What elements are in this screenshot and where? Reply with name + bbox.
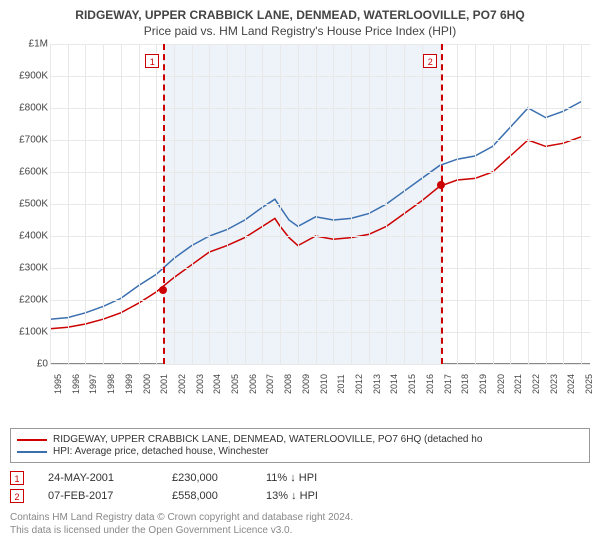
- sale-marker-line: [163, 44, 165, 364]
- sale-price: £558,000: [172, 490, 242, 502]
- legend: RIDGEWAY, UPPER CRABBICK LANE, DENMEAD, …: [10, 428, 590, 463]
- y-axis-labels: £0£100K£200K£300K£400K£500K£600K£700K£80…: [10, 44, 50, 364]
- plot-area: 12: [50, 44, 590, 364]
- x-tick-label: 2013: [372, 374, 382, 394]
- x-tick-label: 2010: [319, 374, 329, 394]
- sale-marker-box: 2: [423, 54, 437, 68]
- x-tick-label: 2005: [230, 374, 240, 394]
- sale-marker-box: 1: [145, 54, 159, 68]
- title-line-1: RIDGEWAY, UPPER CRABBICK LANE, DENMEAD, …: [10, 8, 590, 22]
- sale-row: 2 07-FEB-2017 £558,000 13% ↓ HPI: [10, 489, 590, 503]
- x-tick-label: 2004: [212, 374, 222, 394]
- title-line-2: Price paid vs. HM Land Registry's House …: [10, 24, 590, 38]
- footer-line-1: Contains HM Land Registry data © Crown c…: [10, 511, 590, 524]
- legend-swatch: [17, 451, 47, 453]
- x-tick-label: 2017: [443, 374, 453, 394]
- y-tick-label: £700K: [19, 135, 48, 146]
- sales-list: 1 24-MAY-2001 £230,000 11% ↓ HPI 2 07-FEB-201…: [10, 471, 590, 503]
- y-tick-label: £0: [37, 359, 48, 370]
- y-tick-label: £500K: [19, 199, 48, 210]
- sale-price: £230,000: [172, 472, 242, 484]
- x-tick-label: 1997: [88, 374, 98, 394]
- chart-area: £0 £100K £200K £300K £400K £500K £600K £700K £80…: [10, 44, 590, 404]
- x-tick-label: 2025: [584, 374, 594, 394]
- x-tick-label: 2007: [265, 374, 275, 394]
- legend-swatch: [17, 439, 47, 441]
- legend-label: HPI: Average price, detached house, Winc…: [53, 446, 269, 457]
- legend-row: RIDGEWAY, UPPER CRABBICK LANE, DENMEAD, …: [17, 434, 583, 445]
- footer: Contains HM Land Registry data © Crown c…: [10, 511, 590, 537]
- x-tick-label: 2021: [513, 374, 523, 394]
- sale-date: 07-FEB-2017: [48, 490, 148, 502]
- sale-dot: [159, 286, 167, 294]
- sale-number-box: 1: [10, 471, 24, 485]
- y-tick-label: £400K: [19, 231, 48, 242]
- x-tick-label: 2003: [195, 374, 205, 394]
- legend-label: RIDGEWAY, UPPER CRABBICK LANE, DENMEAD, …: [53, 434, 482, 445]
- y-tick-label: £800K: [19, 103, 48, 114]
- sale-dot: [437, 181, 445, 189]
- x-tick-label: 2008: [283, 374, 293, 394]
- x-tick-label: 2012: [354, 374, 364, 394]
- x-tick-label: 2011: [336, 374, 346, 393]
- x-tick-label: 1995: [53, 374, 63, 394]
- y-tick-label: £200K: [19, 295, 48, 306]
- y-tick-label: £1M: [29, 39, 48, 50]
- x-tick-label: 2018: [460, 374, 470, 394]
- plot: 12 1995199619971998199920002001200220032…: [50, 44, 590, 384]
- x-axis-labels: 1995199619971998199920002001200220032004…: [50, 364, 590, 384]
- sale-delta: 13% ↓ HPI: [266, 490, 318, 502]
- y-tick-label: £100K: [19, 327, 48, 338]
- x-tick-label: 2000: [142, 374, 152, 394]
- x-tick-label: 2019: [478, 374, 488, 394]
- x-tick-label: 2014: [389, 374, 399, 394]
- x-tick-label: 1996: [71, 374, 81, 394]
- x-tick-label: 2015: [407, 374, 417, 394]
- sale-row: 1 24-MAY-2001 £230,000 11% ↓ HPI: [10, 471, 590, 485]
- x-tick-label: 2002: [177, 374, 187, 394]
- sale-marker-line: [441, 44, 443, 364]
- y-tick-label: £300K: [19, 263, 48, 274]
- x-tick-label: 2023: [549, 374, 559, 394]
- legend-row: HPI: Average price, detached house, Winc…: [17, 446, 583, 457]
- chart-container: RIDGEWAY, UPPER CRABBICK LANE, DENMEAD, …: [0, 0, 600, 560]
- x-tick-label: 2001: [159, 374, 169, 394]
- sale-delta: 11% ↓ HPI: [266, 472, 317, 484]
- x-tick-label: 1999: [124, 374, 134, 394]
- y-tick-label: £600K: [19, 167, 48, 178]
- footer-line-2: This data is licensed under the Open Gov…: [10, 524, 590, 537]
- x-tick-label: 2022: [531, 374, 541, 394]
- x-tick-label: 2020: [496, 374, 506, 394]
- sale-number-box: 2: [10, 489, 24, 503]
- x-tick-label: 2006: [248, 374, 258, 394]
- x-tick-label: 2024: [566, 374, 576, 394]
- x-tick-label: 2016: [425, 374, 435, 394]
- x-tick-label: 1998: [106, 374, 116, 394]
- sale-date: 24-MAY-2001: [48, 472, 148, 484]
- y-tick-label: £900K: [19, 71, 48, 82]
- x-tick-label: 2009: [301, 374, 311, 394]
